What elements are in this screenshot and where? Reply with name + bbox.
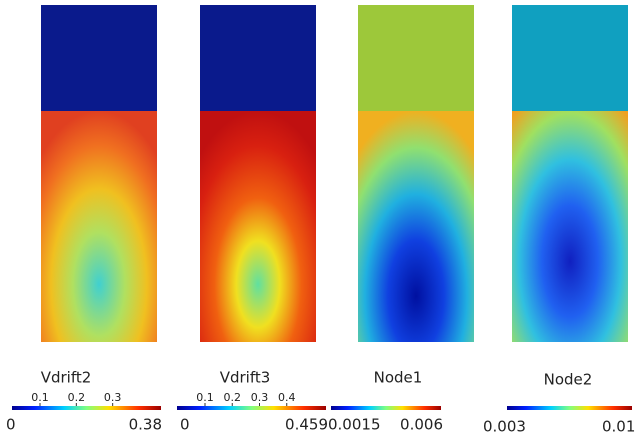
panel-vdrift3 [200, 5, 316, 342]
top-region [358, 5, 474, 111]
scale-min: 0 [6, 416, 16, 434]
panel-label: Node2 [544, 371, 593, 389]
colorbar [177, 406, 326, 410]
colorbar [12, 406, 161, 410]
scale-min: 0 [180, 416, 190, 434]
scale-max: 0.01 [602, 418, 635, 435]
scale-tick-label: 0.3 [251, 391, 269, 404]
scale-tick-label: 0.2 [224, 391, 242, 404]
scale-max: 0.38 [129, 416, 162, 434]
colorbar [331, 406, 441, 410]
bottom-region [200, 111, 316, 342]
top-region [41, 5, 157, 111]
bottom-region [41, 111, 157, 342]
scale-tick-label: 0.4 [278, 391, 296, 404]
bottom-region [512, 111, 628, 342]
scale-tick-label: 0.2 [68, 391, 86, 404]
scale-tick-label: 0.3 [104, 391, 122, 404]
scale-max: 0.459 [285, 416, 328, 434]
scale-tick-label: 0.1 [31, 391, 49, 404]
panel-label: Vdrift3 [220, 369, 271, 387]
top-region [512, 5, 628, 111]
scale-min: 0.0015 [328, 416, 381, 434]
top-region [200, 5, 316, 111]
scale-min: 0.003 [483, 418, 526, 435]
panel-label: Node1 [374, 369, 423, 387]
panel-node2 [512, 5, 628, 342]
bottom-region [358, 111, 474, 342]
scale-tick-label: 0.1 [196, 391, 214, 404]
panel-label: Vdrift2 [41, 369, 92, 387]
panel-node1 [358, 5, 474, 342]
colorbar [507, 406, 632, 410]
panel-vdrift2 [41, 5, 157, 342]
scale-max: 0.006 [400, 416, 443, 434]
